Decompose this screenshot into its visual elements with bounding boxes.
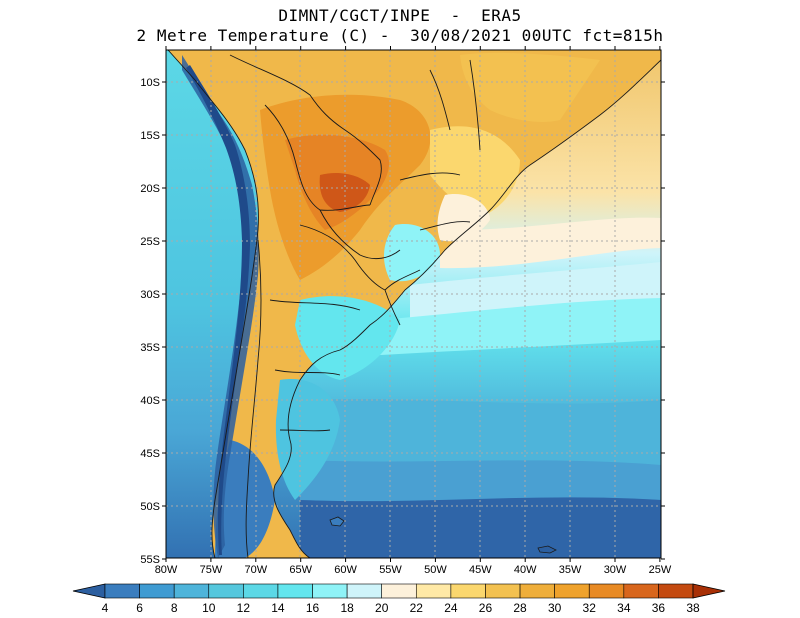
border-brazil-states-1: [429, 59, 481, 151]
border-paraguay: [319, 209, 401, 260]
colorbar-swatch: [104, 583, 140, 599]
colorbar-swatch: [243, 583, 279, 599]
colorbar-swatch: [277, 583, 313, 599]
map-frame: [165, 49, 662, 559]
lat-label: 45S: [140, 448, 160, 460]
land-band-patagonia: [275, 379, 340, 500]
colorbar-swatch: [173, 583, 210, 599]
colorbar-swatch: [208, 583, 244, 599]
colorbar-under-arrow: [72, 583, 106, 599]
colorbar-level-label: 32: [583, 601, 597, 615]
lon-label: 30W: [604, 564, 627, 576]
lon-label: 60W: [334, 564, 357, 576]
colorbar-level-label: 4: [102, 601, 109, 615]
colorbar-level-label: 8: [171, 601, 178, 615]
lon-label: 50W: [424, 564, 447, 576]
land-band-east-brazil: [430, 126, 520, 215]
land-hotspot-36: [319, 173, 370, 212]
colorbar-swatch: [415, 583, 452, 599]
border-bolivia: [264, 104, 371, 211]
border-argentina-north: [299, 224, 386, 291]
colorbar-level-label: 12: [237, 601, 251, 615]
lon-label: 75W: [200, 564, 223, 576]
lon-label: 45W: [469, 564, 492, 576]
colorbar-swatch: [588, 583, 625, 599]
lon-label: 55W: [379, 564, 402, 576]
colorbar-swatch: [519, 583, 555, 599]
lat-label: 10S: [140, 77, 160, 89]
atlantic-band-12: [300, 398, 661, 470]
colorbar-swatch: [658, 583, 694, 599]
atlantic-band-6: [300, 497, 661, 558]
colorbar-swatch: [485, 583, 521, 599]
lon-label: 35W: [559, 564, 582, 576]
colorbar-swatch: [554, 583, 590, 599]
map-title-line-1: DIMNT/CGCT/INPE - ERA5: [278, 6, 522, 25]
land-band-pampas: [295, 296, 400, 380]
coastline: [273, 59, 661, 558]
colorbar-level-label: 28: [513, 601, 527, 615]
colorbar-level-label: 10: [202, 601, 216, 615]
lat-label: 55S: [140, 554, 160, 566]
atlantic-band-16: [380, 298, 661, 355]
colorbar-level-label: 6: [136, 601, 143, 615]
lon-label: 70W: [244, 564, 267, 576]
colorbar-swatch: [450, 583, 486, 599]
land-band-south-brazil: [383, 224, 440, 282]
falkland-islands: [329, 516, 345, 527]
colorbar-level-label: 26: [479, 601, 493, 615]
south-georgia-island: [537, 545, 557, 554]
colorbar-swatch: [346, 583, 383, 599]
land-cool-coast: [437, 194, 490, 242]
lat-label: 20S: [140, 183, 160, 195]
colorbar-level-label: 38: [686, 601, 700, 615]
lon-label: 25W: [649, 564, 672, 576]
colorbar-level-label: 36: [652, 601, 666, 615]
map-title-line-2: 2 Metre Temperature (C) - 30/08/2021 00U…: [136, 26, 664, 45]
lon-label: 40W: [514, 564, 537, 576]
colorbar-level-label: 22: [410, 601, 424, 615]
lat-label: 25S: [140, 236, 160, 248]
lat-label: 15S: [140, 130, 160, 142]
colorbar-over-arrow: [692, 583, 726, 599]
atlantic-warm-band: [440, 217, 661, 269]
border-argentina-provinces: [269, 299, 361, 432]
border-argentina-chile: [245, 239, 262, 558]
border-brazil-west: [229, 54, 382, 206]
colorbar-swatch: [381, 583, 417, 599]
land-band-south-tip: [215, 440, 275, 558]
pacific-coastline: [167, 50, 259, 558]
border-brazil-states-2: [399, 172, 471, 231]
lat-label: 35S: [140, 342, 160, 354]
map-field: [166, 50, 661, 558]
lat-label: 50S: [140, 501, 160, 513]
lat-label: 30S: [140, 289, 160, 301]
colorbar-level-label: 34: [617, 601, 631, 615]
lon-label: 80W: [155, 564, 178, 576]
colorbar-level-label: 18: [340, 601, 354, 615]
colorbar-level-label: 24: [444, 601, 458, 615]
colorbar-swatch: [139, 583, 175, 599]
colorbar-level-label: 16: [306, 601, 320, 615]
lat-label: 40S: [140, 395, 160, 407]
colorbar-level-label: 14: [271, 601, 285, 615]
colorbar-level-label: 30: [548, 601, 562, 615]
border-uruguay: [384, 269, 421, 326]
lon-label: 65W: [289, 564, 312, 576]
colorbar-swatch: [312, 583, 348, 599]
colorbar: [72, 583, 726, 599]
colorbar-level-label: 20: [375, 601, 389, 615]
colorbar-swatch: [623, 583, 659, 599]
land-band-brazil-north: [460, 52, 600, 122]
